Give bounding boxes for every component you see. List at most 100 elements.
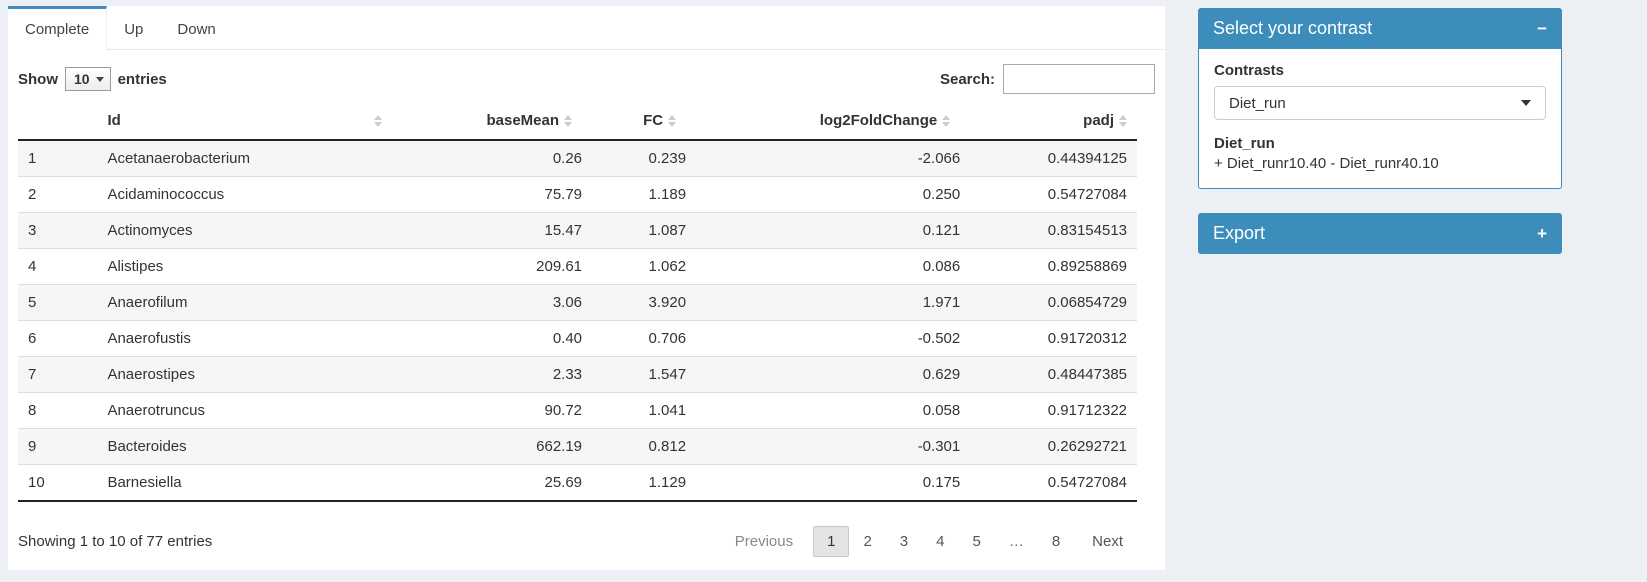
caret-down-icon bbox=[95, 76, 104, 82]
page-button-1[interactable]: 1 bbox=[813, 526, 850, 557]
page-number-buttons: 1 2 3 4 5 … 8 bbox=[813, 526, 1074, 557]
contrast-select[interactable]: Diet_run bbox=[1214, 86, 1546, 120]
table-row: 5 Anaerofilum 3.06 3.920 1.971 0.06854729 bbox=[18, 284, 1137, 321]
table-row: 1 Acetanaerobacterium 0.26 0.239 -2.066 0.443… bbox=[18, 140, 1137, 177]
next-page-button[interactable]: Next bbox=[1092, 533, 1123, 550]
table-row: 9 Bacteroides 662.19 0.812 -0.301 0.26292721 bbox=[18, 428, 1137, 465]
header-id-label: Id bbox=[107, 112, 121, 129]
cell-rownum: 10 bbox=[28, 474, 45, 491]
page-button-3[interactable]: 3 bbox=[899, 533, 909, 550]
sort-arrows-icon bbox=[942, 114, 951, 127]
cell-log2foldchange: -2.066 bbox=[917, 150, 961, 167]
cell-log2foldchange: 0.629 bbox=[922, 366, 961, 383]
header-fc[interactable]: FC bbox=[592, 104, 697, 141]
cell-log2foldchange: 0.250 bbox=[922, 186, 961, 203]
header-padj[interactable]: padj bbox=[970, 104, 1137, 141]
tab-complete-label: Complete bbox=[25, 21, 90, 38]
cell-rownum: 3 bbox=[28, 222, 37, 239]
entries-length-select[interactable]: 10 bbox=[65, 67, 111, 91]
cell-id: Acidaminococcus bbox=[107, 186, 225, 203]
page-button-4[interactable]: 4 bbox=[936, 533, 945, 550]
results-table: Id baseMean FC log2FoldChange padj bbox=[18, 104, 1137, 502]
pagination: Previous 1 2 3 4 5 … 8 Next bbox=[721, 526, 1137, 557]
show-label: Show bbox=[18, 70, 58, 88]
sort-arrows-icon bbox=[564, 114, 573, 127]
cell-fc: 1.189 bbox=[648, 186, 687, 203]
contrasts-label: Contrasts bbox=[1214, 62, 1285, 79]
previous-page-button[interactable]: Previous bbox=[734, 533, 794, 550]
cell-id: Anaerofilum bbox=[107, 294, 188, 311]
cell-basemean: 2.33 bbox=[552, 366, 583, 383]
contrast-box-title: Select your contrast bbox=[1213, 18, 1373, 38]
cell-log2foldchange: 0.121 bbox=[922, 222, 961, 239]
contrast-detail-title: Diet_run bbox=[1214, 135, 1275, 152]
cell-rownum: 7 bbox=[28, 366, 37, 383]
search-label: Search: bbox=[939, 70, 995, 88]
caret-down-icon bbox=[1521, 100, 1531, 106]
page-button-5[interactable]: 5 bbox=[972, 533, 981, 550]
results-tab-box: Complete Up Down Show 10 entries Search: bbox=[8, 6, 1165, 570]
cell-id: Actinomyces bbox=[107, 222, 193, 239]
contrast-box: Select your contrast − Contrasts Diet_ru… bbox=[1198, 8, 1562, 189]
table-row: 4 Alistipes 209.61 1.062 0.086 0.89258869 bbox=[18, 248, 1137, 285]
search-control: Search: bbox=[940, 64, 1155, 94]
cell-basemean: 3.06 bbox=[552, 294, 583, 311]
cell-basemean: 0.40 bbox=[552, 330, 583, 347]
minus-icon[interactable]: − bbox=[1537, 19, 1547, 38]
table-row: 10 Barnesiella 25.69 1.129 0.175 0.54727084 bbox=[18, 464, 1137, 502]
export-box-header: Export + bbox=[1198, 213, 1562, 254]
cell-padj: 0.44394125 bbox=[1047, 150, 1127, 167]
cell-rownum: 9 bbox=[28, 438, 37, 455]
tab-up-label: Up bbox=[124, 20, 144, 38]
cell-id: Alistipes bbox=[107, 258, 164, 275]
cell-id: Acetanaerobacterium bbox=[107, 150, 251, 167]
page-button-2[interactable]: 2 bbox=[863, 533, 872, 550]
cell-fc: 0.706 bbox=[648, 330, 687, 347]
cell-log2foldchange: 1.971 bbox=[922, 294, 961, 311]
cell-padj: 0.48447385 bbox=[1047, 366, 1127, 383]
cell-id: Bacteroides bbox=[107, 438, 187, 455]
sort-arrows-icon bbox=[1119, 114, 1127, 127]
cell-fc: 1.547 bbox=[648, 366, 687, 383]
tab-complete[interactable]: Complete bbox=[8, 6, 108, 50]
tab-down[interactable]: Down bbox=[160, 6, 232, 49]
contrast-box-body: Contrasts Diet_run Diet_run + Diet_runr1… bbox=[1198, 49, 1562, 189]
tab-down-label: Down bbox=[177, 20, 216, 38]
table-row: 3 Actinomyces 15.47 1.087 0.121 0.83154513 bbox=[18, 212, 1137, 249]
cell-fc: 0.812 bbox=[648, 438, 687, 455]
header-basemean[interactable]: baseMean bbox=[391, 104, 593, 141]
cell-id: Barnesiella bbox=[107, 474, 182, 491]
show-entries-control: Show 10 entries bbox=[18, 67, 167, 91]
cell-basemean: 90.72 bbox=[544, 402, 583, 419]
entries-label: entries bbox=[117, 70, 167, 88]
plus-icon[interactable]: + bbox=[1537, 224, 1547, 243]
cell-id: Anaerostipes bbox=[107, 366, 195, 383]
page-button-8[interactable]: 8 bbox=[1051, 533, 1061, 550]
datatable-footer: Showing 1 to 10 of 77 entries Previous 1… bbox=[8, 502, 1165, 557]
cell-rownum: 4 bbox=[28, 258, 37, 275]
contrast-select-value: Diet_run bbox=[1229, 94, 1286, 112]
sort-arrows-icon bbox=[668, 114, 677, 127]
header-log2foldchange-label: log2FoldChange bbox=[819, 112, 938, 129]
cell-rownum: 8 bbox=[28, 402, 37, 419]
cell-padj: 0.89258869 bbox=[1047, 258, 1127, 275]
cell-basemean: 75.79 bbox=[544, 186, 583, 203]
header-id[interactable]: Id bbox=[97, 104, 392, 141]
cell-log2foldchange: 0.086 bbox=[922, 258, 961, 275]
pagination-ellipsis: … bbox=[1008, 533, 1024, 550]
tab-up[interactable]: Up bbox=[107, 6, 160, 49]
cell-fc: 1.087 bbox=[648, 222, 687, 239]
cell-log2foldchange: 0.058 bbox=[922, 402, 961, 419]
cell-rownum: 1 bbox=[28, 150, 37, 167]
cell-basemean: 0.26 bbox=[552, 150, 583, 167]
header-log2foldchange[interactable]: log2FoldChange bbox=[696, 104, 971, 141]
table-row: 8 Anaerotruncus 90.72 1.041 0.058 0.91712322 bbox=[18, 392, 1137, 429]
cell-padj: 0.83154513 bbox=[1047, 222, 1127, 239]
cell-basemean: 209.61 bbox=[536, 258, 583, 275]
cell-padj: 0.26292721 bbox=[1047, 438, 1127, 455]
cell-id: Anaerotruncus bbox=[107, 402, 205, 419]
contrast-box-header: Select your contrast − bbox=[1198, 8, 1562, 49]
table-row: 2 Acidaminococcus 75.79 1.189 0.250 0.5472708… bbox=[18, 176, 1137, 213]
search-input[interactable] bbox=[1003, 64, 1155, 94]
